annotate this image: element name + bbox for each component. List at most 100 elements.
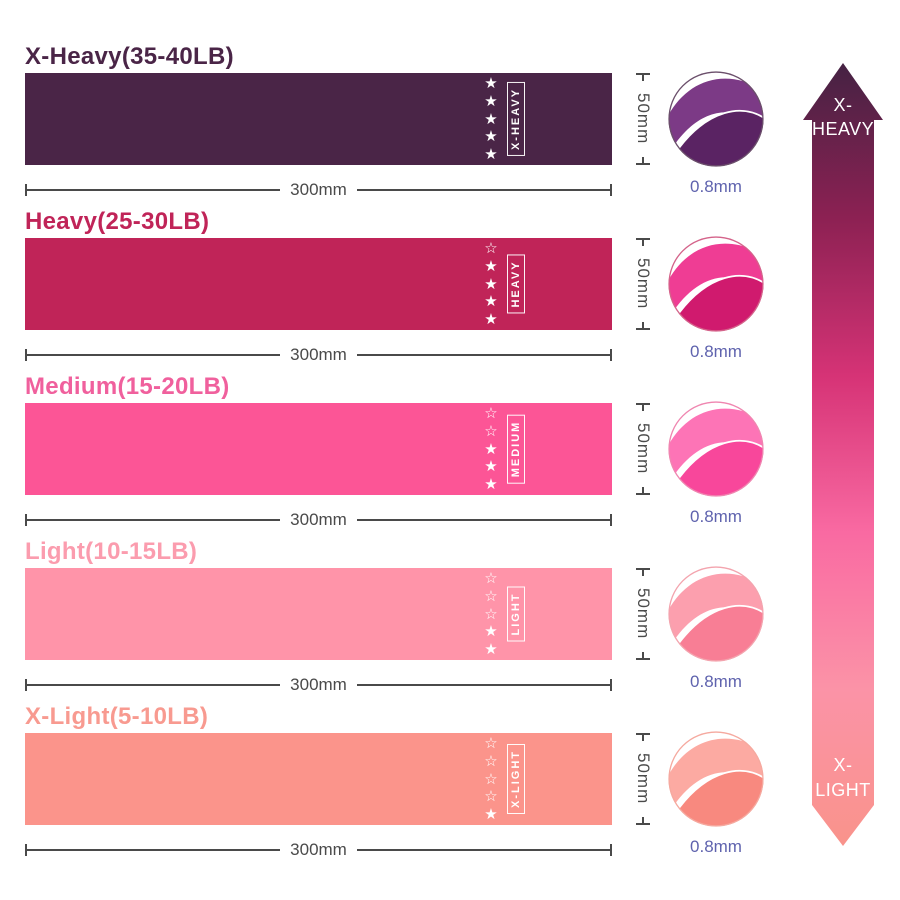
star-rating: ☆ ★ ★ ★ ★	[481, 238, 501, 330]
width-label: 300mm	[290, 675, 347, 694]
dimension-tick	[636, 652, 650, 660]
height-dimension: 50mm	[625, 238, 661, 330]
band-tag-box: X-HEAVY	[507, 81, 525, 157]
band-title: Medium(15-20LB)	[25, 373, 230, 400]
dimension-line	[27, 684, 281, 686]
width-dimension: 300mm	[25, 510, 612, 530]
width-label: 300mm	[290, 510, 347, 529]
dimension-tick	[610, 844, 612, 856]
band-section: X-Light(5-10LB) ☆ ☆ ☆ ☆ ★ X-LIGHT 300mm 50mm	[25, 703, 653, 860]
thickness-label: 0.8mm	[690, 507, 742, 526]
star-filled-icon: ★	[484, 440, 498, 458]
band-title: X-Light(5-10LB)	[25, 703, 209, 730]
band-tag-box: HEAVY	[507, 254, 525, 314]
star-outline-icon: ☆	[484, 570, 498, 587]
band-bar: ☆ ☆ ☆ ☆ ★ X-LIGHT	[25, 733, 612, 825]
height-dimension: 50mm	[625, 403, 661, 495]
dimension-tick	[25, 679, 27, 691]
dimension-tick	[636, 157, 650, 165]
fold-photo	[667, 235, 765, 333]
dimension-tick	[610, 184, 612, 196]
band-fold-figure: 0.8mm	[664, 730, 768, 857]
folded-band-illustration	[668, 236, 764, 332]
star-outline-icon: ☆	[484, 587, 498, 605]
dimension-tick	[610, 514, 612, 526]
star-filled-icon: ★	[484, 75, 498, 92]
height-label: 50mm	[634, 753, 653, 805]
band-bar: ★ ★ ★ ★ ★ X-HEAVY	[25, 73, 612, 165]
height-dimension: 50mm	[625, 73, 661, 165]
band-section: X-Heavy(35-40LB) ★ ★ ★ ★ ★ X-HEAVY 300mm 50m…	[25, 43, 653, 200]
folded-band-illustration	[668, 71, 764, 167]
dimension-tick	[25, 349, 27, 361]
dimension-line	[356, 519, 610, 521]
band-title: X-Heavy(35-40LB)	[25, 43, 234, 70]
star-filled-icon: ★	[484, 128, 498, 146]
dimension-tick	[610, 349, 612, 361]
thickness-label: 0.8mm	[690, 672, 742, 691]
band-fold-figure: 0.8mm	[664, 400, 768, 527]
star-outline-icon: ☆	[484, 605, 498, 623]
dimension-tick	[636, 733, 650, 741]
star-filled-icon: ★	[484, 293, 498, 311]
width-label: 300mm	[290, 345, 347, 364]
star-rating: ★ ★ ★ ★ ★	[481, 73, 501, 165]
height-label: 50mm	[634, 423, 653, 475]
width-label: 300mm	[290, 180, 347, 199]
band-section: Light(10-15LB) ☆ ☆ ☆ ★ ★ LIGHT 300mm 50mm	[25, 538, 653, 695]
dimension-tick	[25, 514, 27, 526]
star-outline-icon: ☆	[484, 240, 498, 257]
dimension-tick	[636, 322, 650, 330]
folded-band-illustration	[668, 731, 764, 827]
width-dimension: 300mm	[25, 345, 612, 365]
star-filled-icon: ★	[484, 257, 498, 275]
band-tag-box: X-LIGHT	[507, 744, 525, 814]
band-tag-label: HEAVY	[510, 260, 522, 308]
star-filled-icon: ★	[484, 110, 498, 128]
band-tag-label: LIGHT	[510, 592, 522, 636]
dimension-tick	[610, 679, 612, 691]
gradient-arrow-shape	[803, 63, 883, 846]
width-label: 300mm	[290, 840, 347, 859]
band-tag-box: LIGHT	[507, 586, 525, 642]
dimension-line	[27, 849, 281, 851]
star-filled-icon: ★	[484, 641, 498, 658]
thickness-label: 0.8mm	[690, 837, 742, 856]
band-title: Light(10-15LB)	[25, 538, 198, 565]
dimension-tick	[636, 73, 650, 81]
dimension-tick	[25, 844, 27, 856]
dimension-tick	[636, 817, 650, 825]
width-dimension: 300mm	[25, 840, 612, 860]
star-filled-icon: ★	[484, 806, 498, 823]
star-filled-icon: ★	[484, 146, 498, 163]
band-section: Medium(15-20LB) ☆ ☆ ★ ★ ★ MEDIUM 300mm 50mm	[25, 373, 653, 530]
star-rating: ☆ ☆ ☆ ☆ ★	[481, 733, 501, 825]
width-dimension: 300mm	[25, 675, 612, 695]
band-tag-label: X-HEAVY	[510, 87, 522, 151]
intensity-gradient-arrow: X-HEAVY X-LIGHT	[801, 60, 885, 848]
dimension-line	[356, 684, 610, 686]
band-fold-figure: 0.8mm	[664, 235, 768, 362]
star-rating: ☆ ☆ ★ ★ ★	[481, 403, 501, 495]
dimension-line	[27, 189, 281, 191]
band-fold-figure: 0.8mm	[664, 70, 768, 197]
dimension-tick	[636, 403, 650, 411]
dimension-line	[27, 354, 281, 356]
star-filled-icon: ★	[484, 623, 498, 641]
dimension-tick	[636, 568, 650, 576]
band-bar: ☆ ★ ★ ★ ★ HEAVY	[25, 238, 612, 330]
band-tag-label: X-LIGHT	[510, 750, 522, 808]
width-dimension: 300mm	[25, 180, 612, 200]
dimension-tick	[636, 487, 650, 495]
star-rating: ☆ ☆ ☆ ★ ★	[481, 568, 501, 660]
star-outline-icon: ☆	[484, 405, 498, 422]
dimension-line	[356, 354, 610, 356]
dimension-line	[356, 189, 610, 191]
star-filled-icon: ★	[484, 476, 498, 493]
fold-photo	[667, 730, 765, 828]
height-dimension: 50mm	[625, 733, 661, 825]
dimension-line	[356, 849, 610, 851]
band-bar: ☆ ☆ ★ ★ ★ MEDIUM	[25, 403, 612, 495]
height-dimension: 50mm	[625, 568, 661, 660]
